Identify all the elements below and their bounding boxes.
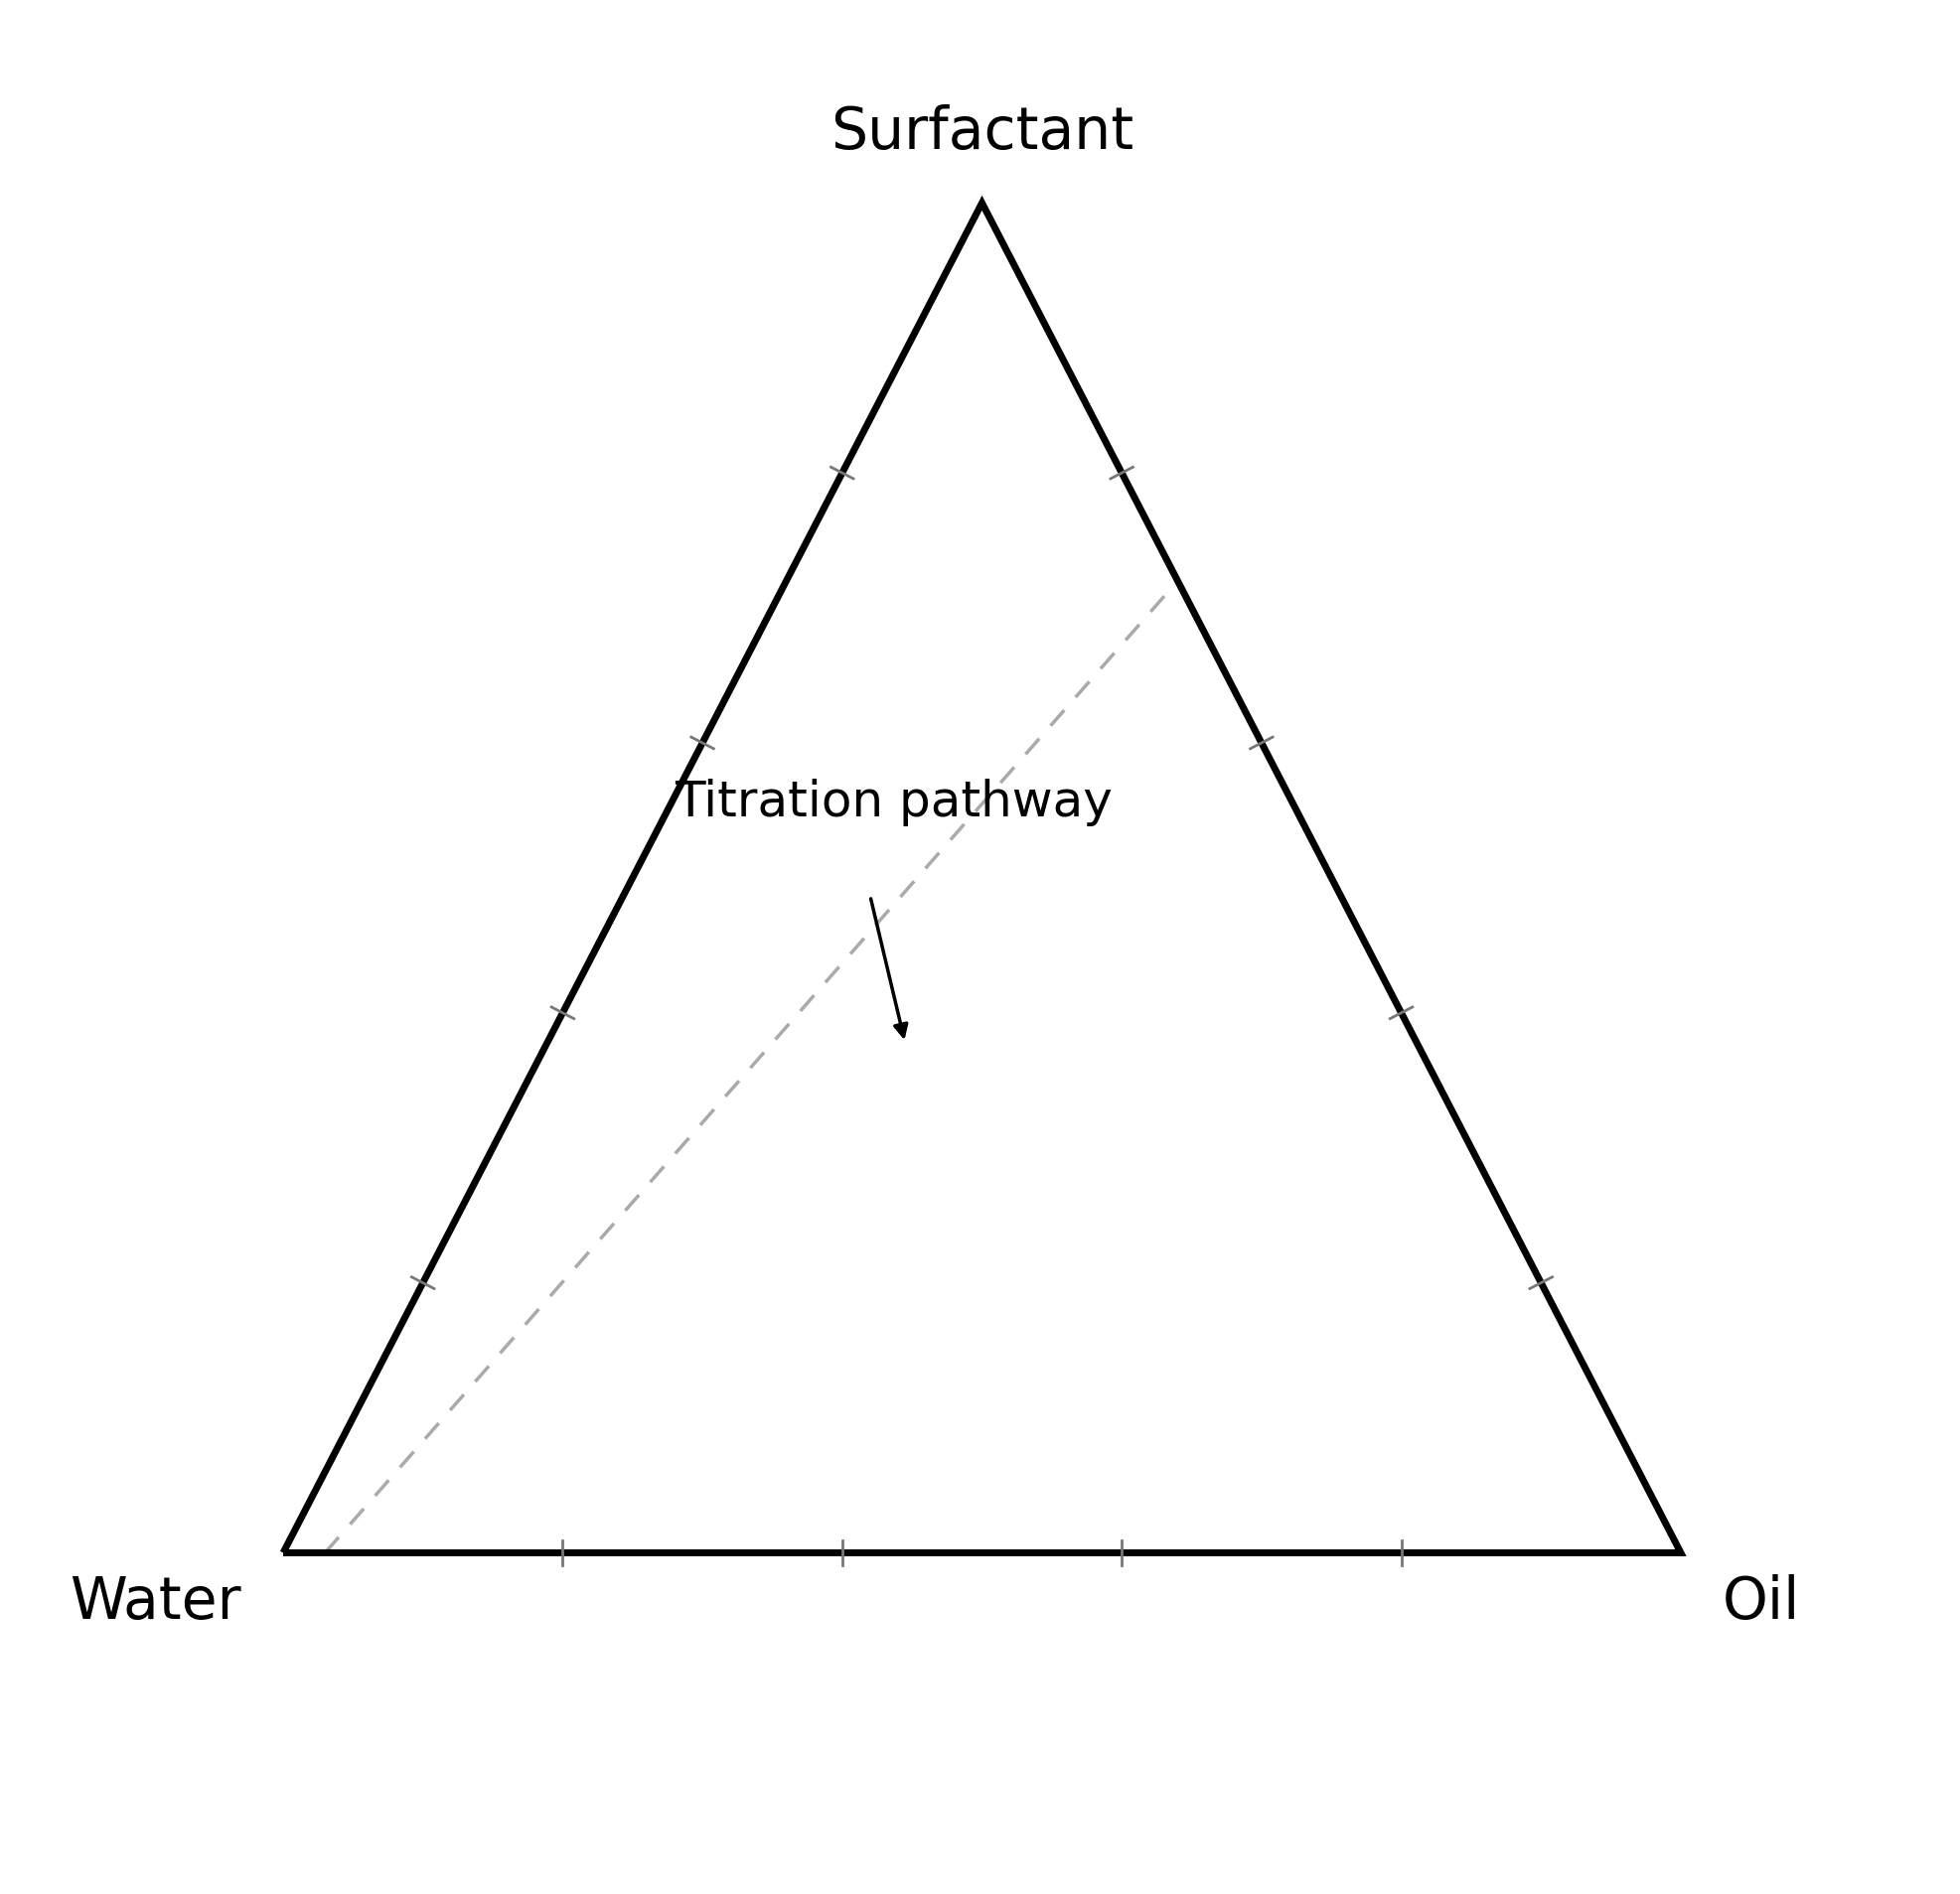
Text: Surfactant: Surfactant	[831, 104, 1133, 161]
Text: Oil: Oil	[1723, 1574, 1801, 1631]
Text: Titration pathway: Titration pathway	[674, 778, 1113, 826]
Text: Water: Water	[71, 1574, 241, 1631]
